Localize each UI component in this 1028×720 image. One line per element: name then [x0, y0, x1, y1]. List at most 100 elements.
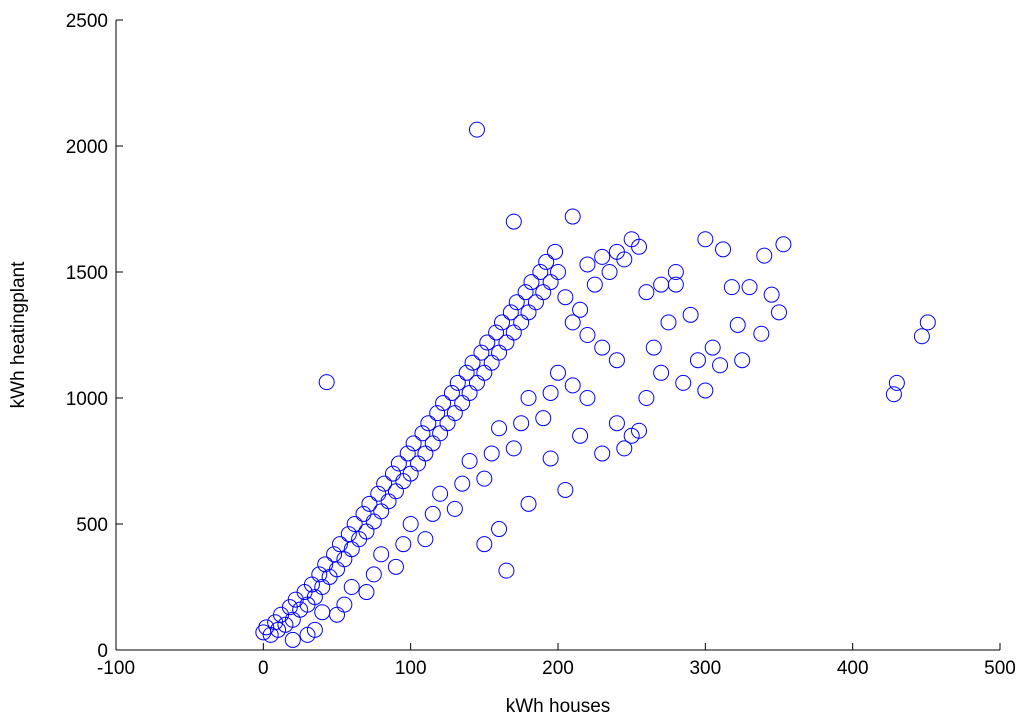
data-point [572, 301, 589, 318]
x-tick-label: 200 [542, 658, 574, 679]
data-point [542, 274, 559, 291]
y-tick-label: 500 [76, 515, 108, 536]
data-point [631, 422, 648, 439]
data-point [417, 445, 434, 462]
data-point [439, 415, 456, 432]
data-point [594, 339, 611, 356]
data-point [715, 241, 732, 258]
data-point [468, 121, 485, 138]
data-point [579, 390, 596, 406]
data-point [390, 455, 407, 472]
y-axis-title: kWh heatingplant [8, 261, 29, 409]
data-point [311, 566, 328, 583]
data-point [318, 374, 335, 391]
data-point [579, 256, 596, 273]
data-point [586, 276, 603, 293]
data-point [608, 352, 625, 369]
data-point [631, 238, 648, 255]
data-point [358, 584, 375, 601]
data-point [535, 410, 552, 427]
data-point [513, 314, 530, 331]
data-point [520, 390, 537, 406]
data-point [284, 631, 301, 648]
data-point [775, 236, 792, 253]
data-point [258, 619, 275, 636]
data-point [343, 541, 360, 558]
data-point [697, 382, 714, 399]
data-point [557, 289, 574, 306]
data-point [306, 621, 323, 638]
data-point [443, 384, 460, 401]
data-point [405, 435, 422, 452]
data-point [395, 536, 412, 553]
data-point [885, 386, 902, 403]
data-point [729, 316, 746, 333]
y-tick-label: 2500 [66, 11, 108, 32]
data-point [557, 481, 574, 498]
x-tick-label: 300 [689, 658, 721, 679]
data-point [361, 495, 378, 512]
data-point [535, 284, 552, 301]
data-point [468, 374, 485, 391]
data-point [491, 344, 508, 361]
data-point [564, 377, 581, 394]
data-point [449, 374, 466, 391]
x-tick-label: 100 [395, 658, 427, 679]
data-point [675, 374, 692, 391]
data-point [667, 264, 684, 280]
data-point [508, 294, 525, 311]
data-point [638, 390, 655, 406]
data-point [505, 440, 522, 457]
data-point [645, 339, 662, 356]
data-point [682, 306, 699, 323]
data-point [420, 415, 437, 432]
data-point [608, 415, 625, 432]
data-point [458, 364, 475, 381]
data-point [454, 395, 471, 412]
data-point [601, 264, 618, 280]
data-point [424, 435, 441, 452]
axes [115, 20, 1000, 651]
data-point [435, 395, 452, 412]
data-point [888, 374, 905, 391]
data-point [384, 465, 401, 482]
data-point [494, 314, 511, 331]
data-point [476, 470, 493, 487]
data-point [660, 314, 677, 331]
data-point [532, 264, 549, 280]
data-point [547, 243, 564, 260]
data-point [498, 562, 515, 579]
data-point [564, 314, 581, 331]
data-point [653, 276, 670, 293]
data-point [483, 354, 500, 371]
data-point [608, 243, 625, 260]
data-point [505, 213, 522, 230]
data-point [771, 304, 787, 321]
data-point [564, 208, 581, 225]
data-point [370, 485, 387, 502]
data-point [594, 445, 611, 462]
data-point [432, 425, 449, 442]
data-point [712, 357, 729, 374]
data-point [402, 516, 419, 532]
data-point [491, 420, 508, 437]
data-point [579, 327, 596, 343]
data-point [479, 334, 496, 351]
data-point [373, 503, 390, 520]
data-point [336, 596, 353, 613]
data-point [527, 294, 544, 311]
data-point [446, 405, 463, 422]
data-point [913, 328, 930, 345]
data-point [424, 505, 441, 522]
data-point [387, 483, 404, 500]
data-point [753, 325, 770, 342]
data-point [638, 284, 655, 301]
data-point [314, 604, 331, 621]
data-point [756, 247, 773, 264]
data-point [498, 334, 515, 351]
data-point [417, 531, 434, 548]
data-point [432, 485, 449, 502]
data-point [476, 364, 493, 381]
